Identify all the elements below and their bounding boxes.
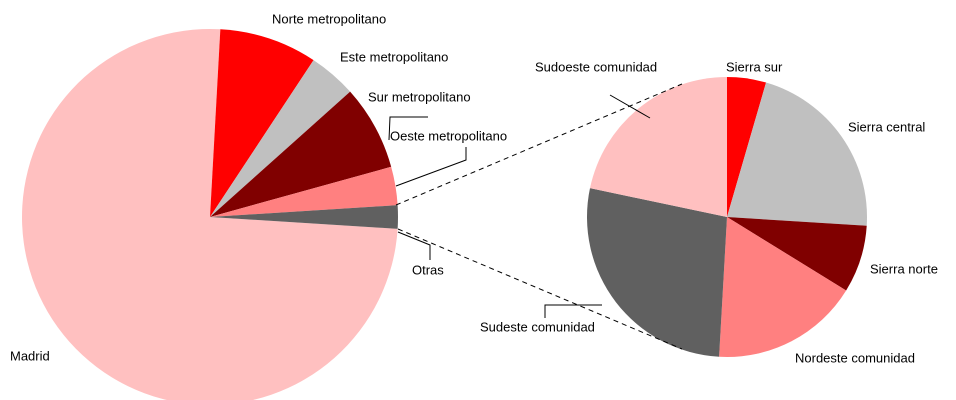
slice-label: Norte metropolitano <box>272 11 386 26</box>
leader-line <box>395 147 467 187</box>
leader-line <box>388 116 428 141</box>
connector <box>397 228 683 350</box>
slice-label: Nordeste comunidad <box>795 350 915 365</box>
pie-slice <box>727 82 867 226</box>
pie-slice <box>210 205 399 229</box>
leader-line <box>397 231 431 260</box>
pie-slice <box>210 166 398 217</box>
pie-slice <box>589 77 727 217</box>
leader-line <box>609 94 651 119</box>
pie-slice <box>210 29 314 217</box>
slice-label: Sierra central <box>848 119 925 134</box>
pie-slice <box>210 91 392 217</box>
slice-label: Este metropolitano <box>340 49 448 64</box>
slice-label: Sierra norte <box>870 261 938 276</box>
pie-slice <box>727 217 867 291</box>
pie-slice <box>210 60 351 217</box>
slice-label: Sur metropolitano <box>368 89 471 104</box>
slice-label: Otras <box>412 262 444 277</box>
slice-label: Sudoeste comunidad <box>535 59 657 74</box>
slice-label: Madrid <box>10 348 50 363</box>
pie-slice <box>586 188 727 357</box>
slice-label: Sierra sur <box>726 59 783 74</box>
pie-slice <box>727 77 767 217</box>
pie-slice <box>22 29 398 400</box>
slice-label: Sudeste comunidad <box>480 319 595 334</box>
leader-line <box>544 304 602 318</box>
connector <box>395 83 683 206</box>
slice-label: Oeste metropolitano <box>390 128 507 143</box>
pie-slice <box>719 217 847 358</box>
